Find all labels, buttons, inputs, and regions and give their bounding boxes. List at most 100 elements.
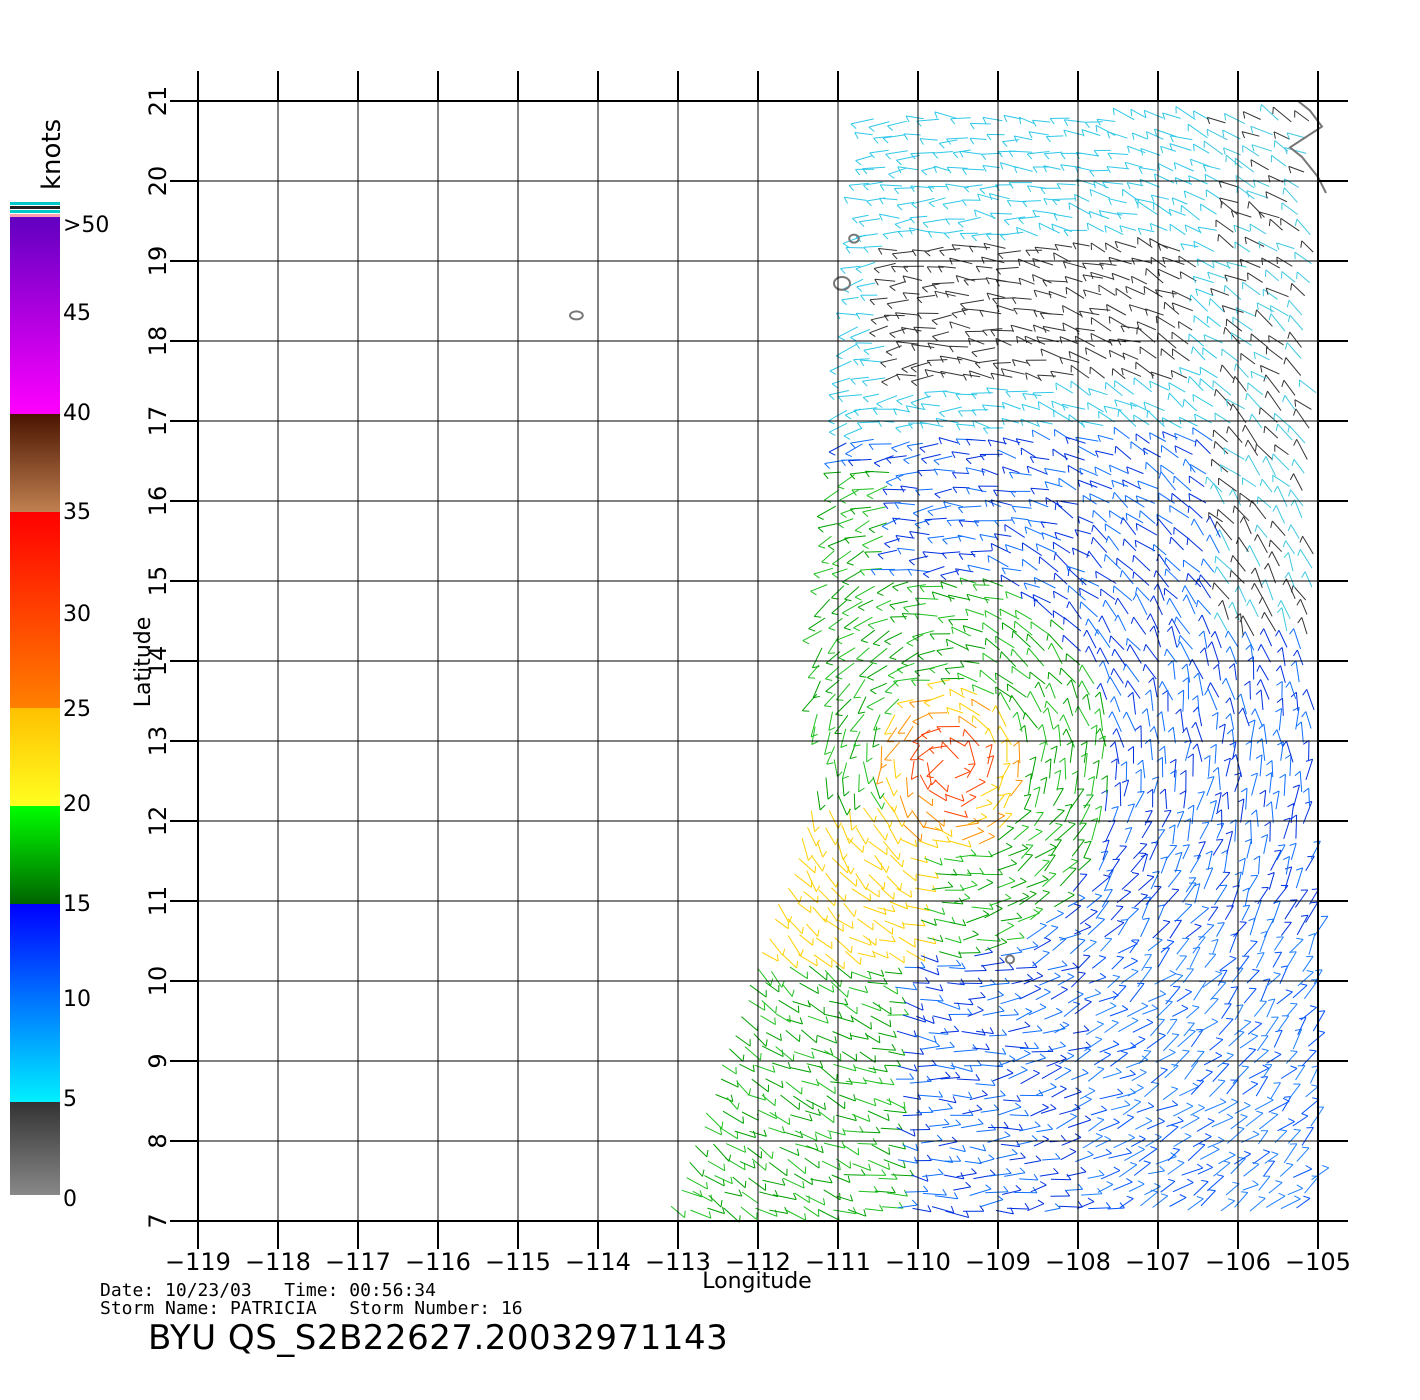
wind-barb bbox=[1243, 111, 1261, 120]
wind-barb bbox=[1296, 1197, 1311, 1209]
wind-barb-flag bbox=[1245, 545, 1251, 552]
wind-barb bbox=[1088, 645, 1097, 663]
wind-barb bbox=[1094, 725, 1098, 746]
wind-barb-flag bbox=[1265, 287, 1269, 295]
wind-barb-flag bbox=[971, 715, 974, 723]
wind-barb bbox=[932, 1015, 952, 1021]
wind-barb-flag bbox=[987, 947, 993, 953]
wind-barb bbox=[1117, 614, 1127, 632]
wind-barb bbox=[1193, 275, 1214, 284]
wind-barb bbox=[856, 312, 874, 316]
wind-barb bbox=[1002, 466, 1020, 474]
wind-barb-flag bbox=[1229, 819, 1237, 824]
wind-barb bbox=[916, 294, 936, 299]
wind-barb bbox=[810, 713, 818, 738]
wind-barb-flag bbox=[1230, 210, 1235, 218]
wind-barb-flag bbox=[958, 520, 964, 527]
wind-barb-flag bbox=[1066, 565, 1070, 573]
wind-barb-flag bbox=[1082, 1068, 1089, 1074]
wind-barb bbox=[951, 626, 972, 637]
wind-barb-flag bbox=[899, 883, 903, 891]
wind-barb bbox=[1175, 616, 1191, 635]
wind-barb-flag bbox=[961, 199, 967, 206]
wind-barb bbox=[1090, 1109, 1107, 1116]
wind-barb-flag bbox=[946, 167, 952, 174]
wind-barb bbox=[906, 777, 909, 798]
wind-barb-flag bbox=[1054, 1203, 1061, 1209]
wind-barb bbox=[1005, 544, 1024, 552]
wind-barb bbox=[904, 966, 926, 969]
wind-barb bbox=[1162, 417, 1182, 429]
wind-barb-flag bbox=[1242, 887, 1250, 892]
wind-barb-flag bbox=[897, 1123, 903, 1130]
wind-barb bbox=[1113, 1137, 1136, 1149]
wind-barb-flag bbox=[1233, 225, 1237, 233]
wind-barb-flag bbox=[1096, 683, 1102, 690]
wind-barb bbox=[1253, 900, 1262, 922]
wind-barb-flag bbox=[763, 1129, 767, 1137]
wind-barb-flag bbox=[1132, 593, 1137, 601]
wind-barb-flag bbox=[868, 778, 874, 785]
wind-barb-flag bbox=[1054, 244, 1059, 251]
wind-barb bbox=[1280, 1198, 1301, 1210]
wind-barb-flag bbox=[990, 978, 996, 985]
wind-barb-flag bbox=[969, 793, 977, 798]
wind-barb-flag bbox=[1219, 197, 1223, 205]
wind-barb-flag bbox=[1244, 1150, 1251, 1155]
wind-barb-flag bbox=[1213, 612, 1218, 620]
wind-barb bbox=[1115, 287, 1132, 300]
wind-barb bbox=[1172, 348, 1190, 362]
wind-barb-flag bbox=[849, 473, 856, 480]
wind-barb bbox=[1100, 683, 1108, 700]
wind-barb bbox=[1265, 191, 1288, 203]
wind-barb bbox=[1138, 227, 1155, 233]
wind-barb-flag bbox=[1005, 591, 1008, 599]
wind-barb bbox=[1047, 633, 1063, 650]
wind-barb bbox=[1036, 543, 1057, 554]
wind-barb-flag bbox=[1048, 1045, 1054, 1052]
wind-barb bbox=[1115, 240, 1137, 248]
wind-barb bbox=[1084, 1038, 1103, 1052]
wind-barb bbox=[918, 1064, 937, 1067]
wind-barb-flag bbox=[1172, 1147, 1180, 1151]
wind-barb-flag bbox=[1237, 1126, 1245, 1129]
wind-barb bbox=[1269, 772, 1273, 793]
wind-barb bbox=[1197, 599, 1212, 615]
wind-barb bbox=[850, 438, 874, 444]
wind-barb-flag bbox=[864, 471, 870, 478]
wind-barb-flag bbox=[1243, 680, 1251, 686]
wind-barb-flag bbox=[992, 298, 998, 305]
wind-barb-flag bbox=[1084, 1115, 1092, 1121]
wind-barb-flag bbox=[801, 926, 804, 934]
legend-top-stripe bbox=[10, 210, 60, 213]
wind-barb-flag bbox=[1198, 614, 1203, 622]
wind-barb bbox=[1254, 567, 1263, 588]
wind-barb-flag bbox=[1007, 922, 1015, 927]
wind-barb bbox=[1040, 521, 1058, 525]
wind-barb-flag bbox=[1254, 524, 1258, 532]
wind-barb-flag bbox=[903, 1161, 906, 1169]
wind-barb-flag bbox=[763, 1003, 766, 1011]
wind-barb bbox=[1209, 1080, 1226, 1098]
wind-barb bbox=[886, 455, 907, 459]
wind-barb-flag bbox=[1110, 668, 1115, 676]
wind-barb-flag bbox=[911, 775, 918, 780]
wind-barb bbox=[905, 115, 924, 120]
wind-barb-flag bbox=[1137, 759, 1144, 766]
wind-barb bbox=[867, 1159, 890, 1170]
wind-barb bbox=[1125, 663, 1140, 683]
wind-barb-flag bbox=[855, 268, 862, 274]
wind-barb bbox=[989, 193, 1010, 200]
wind-barb-flag bbox=[1217, 922, 1225, 924]
wind-barb bbox=[1142, 760, 1146, 779]
wind-barb-flag bbox=[935, 955, 939, 963]
wind-barb bbox=[862, 506, 886, 513]
longitude-tick-label: −115 bbox=[485, 1248, 551, 1276]
wind-barb-flag bbox=[1150, 194, 1155, 202]
wind-barb bbox=[950, 117, 971, 120]
wind-barb bbox=[1088, 976, 1107, 984]
wind-barb-flag bbox=[931, 320, 938, 326]
longitude-tick-label: −119 bbox=[165, 1248, 231, 1276]
wind-barb bbox=[969, 137, 987, 140]
wind-barb bbox=[893, 677, 918, 682]
